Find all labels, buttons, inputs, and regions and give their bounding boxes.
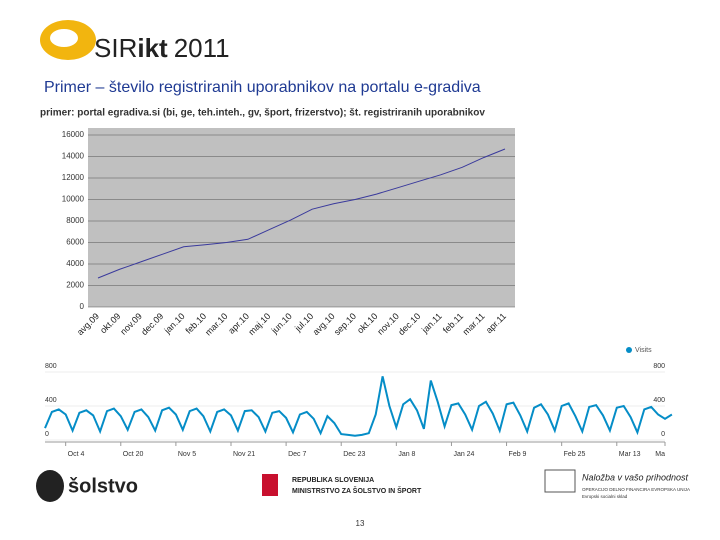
x-tick-label: jan.10: [162, 311, 187, 336]
y-tick-label: 800: [45, 363, 57, 370]
x-tick-label: Dec 23: [343, 451, 365, 458]
solstvo-logo: šolstvo: [68, 475, 138, 497]
eu-slogan: Naložba v vašo prihodnost: [582, 472, 689, 482]
x-tick-label: Nov 21: [233, 451, 255, 458]
x-tick-label: okt.09: [98, 311, 122, 335]
x-tick-label: nov.10: [375, 311, 401, 337]
y-tick-label: 400: [45, 397, 57, 404]
x-tick-label: Jan 8: [398, 451, 415, 458]
y-tick-label: 4000: [66, 259, 84, 268]
y-tick-label: 16000: [62, 130, 85, 139]
logo-text: SIRikt 2011: [94, 33, 230, 63]
page-number: 13: [356, 519, 365, 528]
y-tick-label: 0: [80, 302, 85, 311]
legend-label: Visits: [635, 347, 652, 354]
x-tick-label: Oct 4: [68, 451, 85, 458]
logo-part: ikt: [137, 33, 168, 63]
y-tick-label: 6000: [66, 238, 84, 247]
x-tick-label: Feb 25: [564, 451, 586, 458]
series-line: [44, 376, 673, 437]
slide-title: Primer – število registriranih uporabnik…: [44, 79, 481, 96]
x-tick-label: mar.10: [203, 311, 230, 338]
x-tick-label: sep.10: [332, 311, 358, 337]
y2-tick-label: 400: [653, 397, 665, 404]
eu-flag: [544, 469, 576, 493]
chart-title: primer: portal egradiva.si (bi, ge, teh.…: [40, 108, 485, 119]
x-tick-label: maj.10: [246, 311, 272, 337]
x-tick-label: jan.11: [419, 311, 444, 336]
footer: šolstvo REPUBLIKA SLOVENIJA MINISTRSTVO …: [36, 469, 690, 502]
x-tick-label: Oct 20: [123, 451, 144, 458]
y-tick-label: 12000: [62, 173, 85, 182]
solstvo-icon: [36, 470, 64, 502]
x-tick-label: apr.11: [484, 311, 508, 335]
x-tick-label: Ma: [655, 451, 665, 458]
logo: SIRikt 2011: [40, 20, 230, 63]
y2-tick-label: 800: [653, 363, 665, 370]
x-tick-label: okt.10: [355, 311, 379, 335]
x-tick-label: nov.09: [118, 311, 144, 337]
y-tick-label: 14000: [62, 152, 85, 161]
plot-area: [88, 128, 515, 307]
y-tick-label: 10000: [62, 195, 85, 204]
x-tick-label: Mar 13: [619, 451, 641, 458]
eu-line: Evropski socialni sklad: [582, 494, 628, 499]
y2-tick-label: 0: [661, 431, 665, 438]
coat-of-arms: [262, 474, 278, 496]
x-tick-label: jun.10: [269, 311, 294, 336]
logo-icon: [50, 29, 78, 47]
x-tick-label: avg.10: [311, 311, 337, 337]
y-tick-label: 8000: [66, 216, 84, 225]
x-tick-label: Dec 7: [288, 451, 306, 458]
series-line: [97, 148, 506, 279]
ministry-line: REPUBLIKA SLOVENIJA: [292, 477, 374, 484]
x-tick-label: Nov 5: [178, 451, 196, 458]
logo-part: SIR: [94, 33, 137, 63]
y-tick-label: 2000: [66, 281, 84, 290]
x-tick-label: avg.09: [75, 311, 101, 337]
x-tick-label: dec.09: [139, 311, 165, 337]
y-tick-label: 0: [45, 431, 49, 438]
logo-part: 2011: [174, 33, 230, 63]
legend-swatch: [626, 347, 632, 353]
x-tick-label: mar.11: [461, 311, 487, 337]
x-tick-label: dec.10: [396, 311, 422, 337]
x-tick-label: Feb 9: [509, 451, 527, 458]
x-tick-label: Jan 24: [453, 451, 474, 458]
ministry-line: MINISTRSTVO ZA ŠOLSTVO IN ŠPORT: [292, 486, 422, 495]
eu-line: OPERACIJO DELNO FINANCIRA EVROPSKA UNIJA: [582, 487, 690, 492]
